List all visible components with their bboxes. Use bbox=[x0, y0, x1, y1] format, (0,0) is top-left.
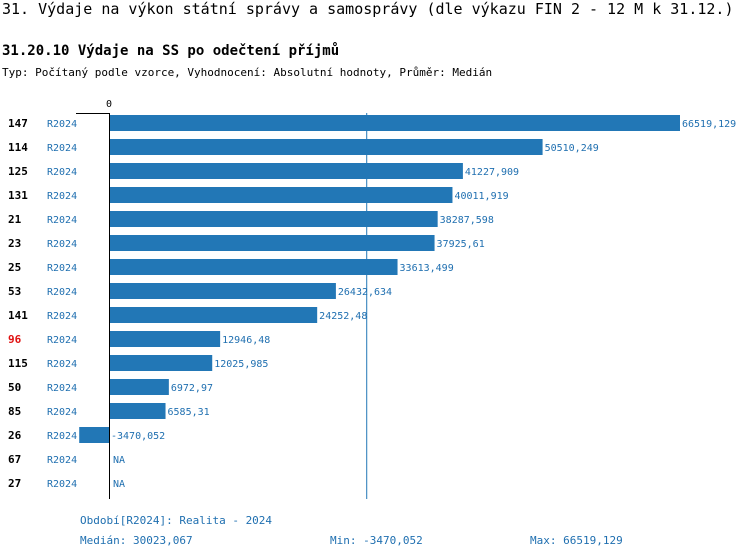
bar bbox=[109, 355, 213, 371]
row-period-label: R2024 bbox=[47, 215, 77, 226]
data-label: 26432,634 bbox=[338, 287, 392, 298]
bar bbox=[109, 187, 453, 203]
row-period-label: R2024 bbox=[47, 239, 77, 250]
row-period-label: R2024 bbox=[47, 191, 77, 202]
row-period-label: R2024 bbox=[47, 335, 77, 346]
bar bbox=[109, 115, 680, 131]
data-label: 37925,61 bbox=[437, 239, 485, 250]
footer-period: Období[R2024]: Realita - 2024 bbox=[80, 514, 273, 527]
row-period-label: R2024 bbox=[47, 119, 77, 130]
row-period-label: R2024 bbox=[47, 407, 77, 418]
row-id-label: 25 bbox=[8, 261, 21, 274]
row-period-label: R2024 bbox=[47, 167, 77, 178]
data-label: -3470,052 bbox=[111, 431, 165, 442]
row-period-label: R2024 bbox=[47, 311, 77, 322]
row-period-label: R2024 bbox=[47, 479, 77, 490]
bar bbox=[109, 403, 166, 419]
row-id-label: 114 bbox=[8, 141, 28, 154]
footer-max: Max: 66519,129 bbox=[530, 534, 623, 547]
data-label: 41227,909 bbox=[465, 167, 519, 178]
row-period-label: R2024 bbox=[47, 431, 77, 442]
bar bbox=[109, 331, 221, 347]
chart-meta: Typ: Počítaný podle vzorce, Vyhodnocení:… bbox=[2, 66, 493, 79]
row-period-label: R2024 bbox=[47, 143, 77, 154]
data-label: 12025,985 bbox=[214, 359, 268, 370]
row-id-label: 141 bbox=[8, 309, 28, 322]
row-id-label: 131 bbox=[8, 189, 28, 202]
data-label: 6585,31 bbox=[168, 407, 210, 418]
row-id-label: 85 bbox=[8, 405, 21, 418]
row-id-label: 67 bbox=[8, 453, 21, 466]
data-label: 24252,48 bbox=[319, 311, 367, 322]
row-id-label: 27 bbox=[8, 477, 21, 490]
row-id-label: 96 bbox=[8, 333, 22, 346]
data-label: 33613,499 bbox=[400, 263, 454, 274]
row-period-label: R2024 bbox=[47, 287, 77, 298]
bar bbox=[109, 379, 169, 395]
bar bbox=[109, 163, 463, 179]
data-label: NA bbox=[113, 455, 125, 466]
row-id-label: 21 bbox=[8, 213, 22, 226]
data-label: 12946,48 bbox=[222, 335, 270, 346]
data-label: 66519,129 bbox=[682, 119, 736, 130]
page-title: 31. Výdaje na výkon státní správy a samo… bbox=[2, 0, 734, 18]
chart-subtitle: 31.20.10 Výdaje na SS po odečtení příjmů bbox=[2, 43, 340, 59]
footer-min: Min: -3470,052 bbox=[330, 534, 423, 547]
bar bbox=[109, 139, 543, 155]
row-period-label: R2024 bbox=[47, 263, 77, 274]
data-label: 38287,598 bbox=[440, 215, 494, 226]
bar bbox=[109, 235, 435, 251]
row-id-label: 50 bbox=[8, 381, 21, 394]
data-label: 6972,97 bbox=[171, 383, 213, 394]
row-id-label: 53 bbox=[8, 285, 21, 298]
data-label: 40011,919 bbox=[454, 191, 508, 202]
row-id-label: 147 bbox=[8, 117, 28, 130]
row-id-label: 23 bbox=[8, 237, 21, 250]
bar bbox=[109, 259, 398, 275]
data-label: NA bbox=[113, 479, 125, 490]
row-period-label: R2024 bbox=[47, 455, 77, 466]
row-period-label: R2024 bbox=[47, 359, 77, 370]
row-period-label: R2024 bbox=[47, 383, 77, 394]
bar bbox=[79, 427, 109, 443]
row-id-label: 26 bbox=[8, 429, 22, 442]
data-label: 50510,249 bbox=[545, 143, 599, 154]
bar bbox=[109, 283, 336, 299]
bar bbox=[109, 211, 438, 227]
bar bbox=[109, 307, 318, 323]
row-id-label: 115 bbox=[8, 357, 28, 370]
zero-tick-label: 0 bbox=[106, 99, 112, 110]
footer-median: Medián: 30023,067 bbox=[80, 534, 193, 547]
row-id-label: 125 bbox=[8, 165, 28, 178]
